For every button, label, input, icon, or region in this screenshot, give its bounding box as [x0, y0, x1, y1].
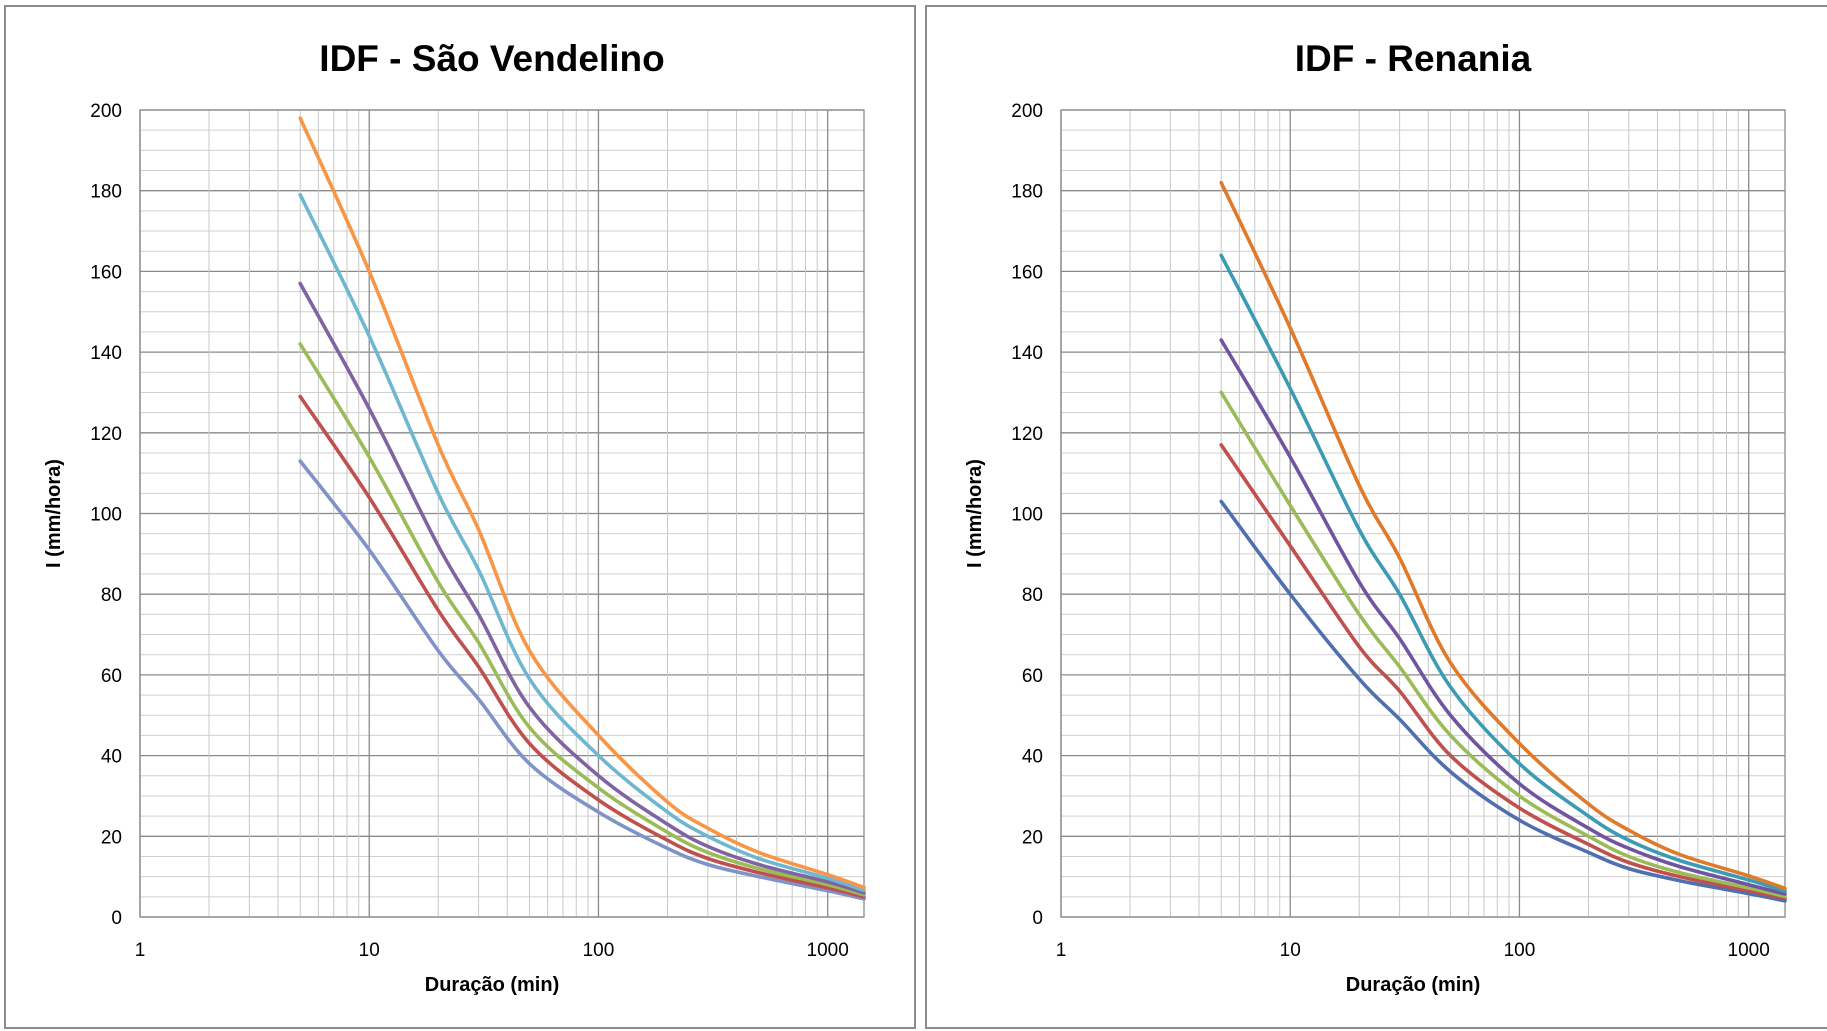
y-tick-label: 40 [101, 747, 122, 768]
y-tick-label: 180 [90, 182, 122, 203]
chart-panel-sao-vendelino: IDF - São Vendelino 0 20 40 60 80 100 120 140 160… [4, 5, 916, 1029]
chart-title: IDF - São Vendelino [319, 38, 664, 79]
series-line-4 [1219, 338, 1787, 896]
grid [1060, 109, 1785, 918]
chart-renania: IDF - Renania 0 20 40 60 80 100 120 140 160 180 200… [964, 38, 1787, 996]
x-tick-label: 100 [583, 940, 615, 961]
y-tick-label: 100 [90, 505, 122, 526]
y-tick-label: 60 [101, 666, 122, 687]
series-line-1 [1219, 499, 1787, 903]
series-line-3 [298, 342, 866, 897]
series-group [298, 116, 866, 901]
y-tick-label: 80 [101, 585, 122, 606]
series-line-5 [1219, 253, 1787, 893]
x-tick-label: 1000 [807, 940, 849, 961]
plot-area [1060, 109, 1786, 918]
y-tick-label: 120 [90, 424, 122, 445]
y-tick-label: 100 [1011, 505, 1043, 526]
series-line-6 [1219, 180, 1787, 891]
x-tick-label: 10 [1280, 940, 1301, 961]
x-tick-label: 10 [359, 940, 380, 961]
chart-sao-vendelino: IDF - São Vendelino 0 20 40 60 80 100 120 140 160… [43, 38, 866, 996]
y-tick-label: 200 [1011, 101, 1043, 122]
y-tick-label: 60 [1022, 666, 1043, 687]
series-line-2 [298, 394, 866, 899]
chart-title: IDF - Renania [1295, 38, 1532, 79]
y-tick-label: 0 [1032, 908, 1043, 929]
series-line-5 [298, 192, 866, 893]
series-line-4 [298, 281, 866, 895]
y-axis-label: I (mm/hora) [43, 459, 65, 568]
series-line-3 [1219, 390, 1787, 899]
x-tick-label: 1000 [1728, 940, 1770, 961]
y-tick-label: 80 [1022, 585, 1043, 606]
series-line-6 [298, 116, 866, 890]
y-axis-label: I (mm/hora) [964, 459, 986, 568]
plot-area [139, 109, 865, 918]
x-tick-label: 100 [1504, 940, 1536, 961]
x-axis-label: Duração (min) [1346, 974, 1480, 996]
y-tick-label: 160 [90, 262, 122, 283]
x-axis-label: Duração (min) [425, 974, 559, 996]
y-tick-label: 200 [90, 101, 122, 122]
y-tick-label: 20 [101, 827, 122, 848]
y-tick-label: 40 [1022, 747, 1043, 768]
y-tick-label: 140 [90, 343, 122, 364]
y-tick-label: 20 [1022, 827, 1043, 848]
y-tick-label: 180 [1011, 182, 1043, 203]
y-tick-label: 160 [1011, 262, 1043, 283]
series-line-2 [1219, 443, 1787, 901]
chart-panel-renania: IDF - Renania 0 20 40 60 80 100 120 140 160 180 200… [925, 5, 1827, 1029]
x-tick-label: 1 [135, 940, 146, 961]
series-group [1219, 180, 1787, 903]
y-tick-label: 0 [111, 908, 122, 929]
x-tick-label: 1 [1056, 940, 1067, 961]
series-line-1 [298, 459, 866, 901]
y-tick-label: 140 [1011, 343, 1043, 364]
grid [139, 109, 864, 918]
y-tick-label: 120 [1011, 424, 1043, 445]
